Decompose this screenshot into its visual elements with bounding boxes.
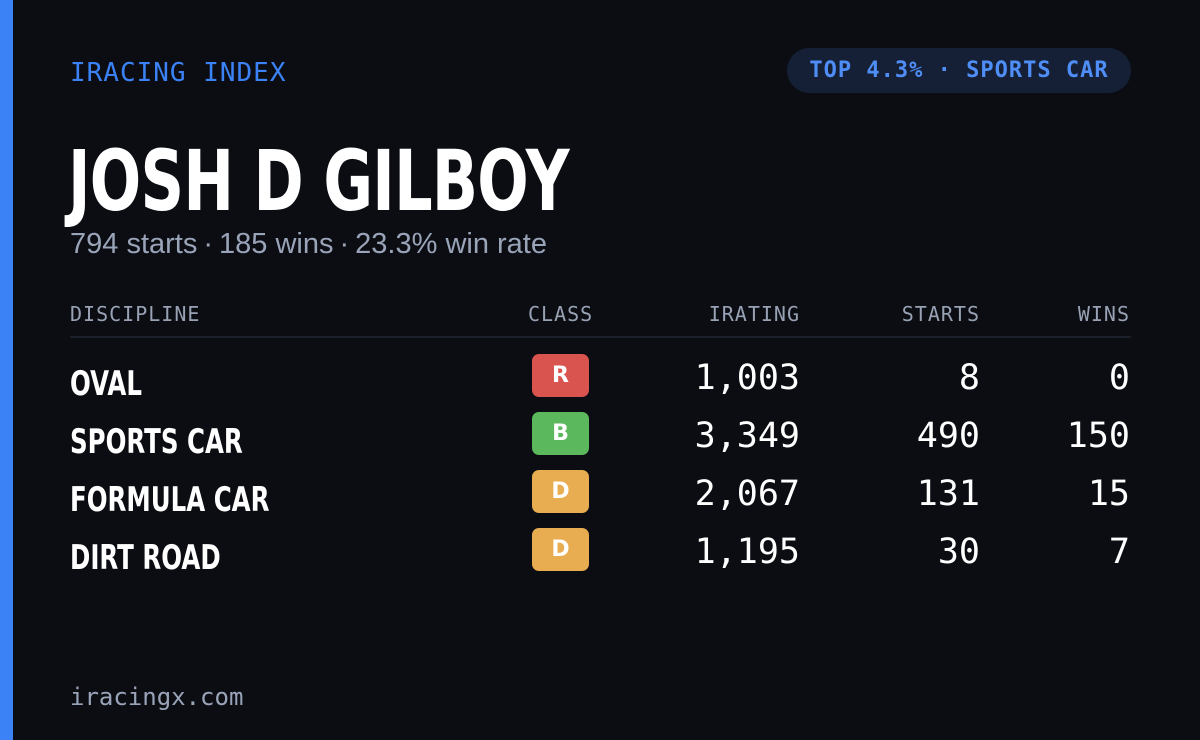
discipline-name: SPORTS CAR	[70, 422, 243, 462]
header-class: CLASS	[528, 302, 594, 326]
irating-value: 2,067	[694, 474, 800, 514]
wins-value: 150	[1066, 416, 1130, 456]
irating-value: 1,195	[694, 532, 800, 572]
irating-value: 3,349	[694, 416, 800, 456]
irating-value: 1,003	[694, 358, 800, 398]
table-row: DIRT ROAD D 1,195 30 7	[70, 526, 1131, 584]
separator: ·	[203, 228, 214, 260]
starts-value: 8	[958, 358, 980, 398]
discipline-name: FORMULA CAR	[70, 480, 270, 520]
accent-bar	[0, 0, 13, 740]
discipline-name: OVAL	[70, 364, 142, 404]
wins-value: 0	[1108, 358, 1130, 398]
starts-value: 30	[937, 532, 980, 572]
discipline-table: OVAL R 1,003 8 0 SPORTS CAR B 3,349 490 …	[70, 352, 1131, 584]
player-summary: 794 starts · 185 wins · 23.3% win rate	[70, 226, 547, 262]
table-row: FORMULA CAR D 2,067 131 15	[70, 468, 1131, 526]
rank-badge-label: TOP 4.3% · SPORTS CAR	[809, 58, 1109, 83]
header-discipline: DISCIPLINE	[70, 302, 201, 326]
class-badge: D	[532, 528, 589, 571]
separator: ·	[339, 228, 350, 260]
starts-value: 131	[916, 474, 980, 514]
table-row: OVAL R 1,003 8 0	[70, 352, 1131, 410]
footer-url[interactable]: iracingx.com	[70, 683, 244, 711]
win-rate-summary: 23.3% win rate	[355, 228, 547, 260]
header-starts: STARTS	[901, 302, 980, 326]
class-badge: B	[532, 412, 589, 455]
wins-value: 7	[1108, 532, 1130, 572]
class-badge: D	[532, 470, 589, 513]
wins-value: 15	[1087, 474, 1130, 514]
wins-summary: 185 wins	[219, 228, 334, 260]
header-wins: WINS	[1077, 302, 1130, 326]
rank-badge: TOP 4.3% · SPORTS CAR	[787, 48, 1131, 93]
discipline-name: DIRT ROAD	[70, 538, 221, 578]
header-divider	[70, 336, 1131, 338]
table-row: SPORTS CAR B 3,349 490 150	[70, 410, 1131, 468]
player-name: JOSH D GILBOY	[68, 132, 570, 230]
table-header: DISCIPLINE CLASS IRATING STARTS WINS	[70, 300, 1131, 330]
brand-title: IRACING INDEX	[70, 58, 287, 88]
starts-summary: 794 starts	[70, 228, 198, 260]
class-badge: R	[532, 354, 589, 397]
header-irating: IRATING	[708, 302, 800, 326]
starts-value: 490	[916, 416, 980, 456]
